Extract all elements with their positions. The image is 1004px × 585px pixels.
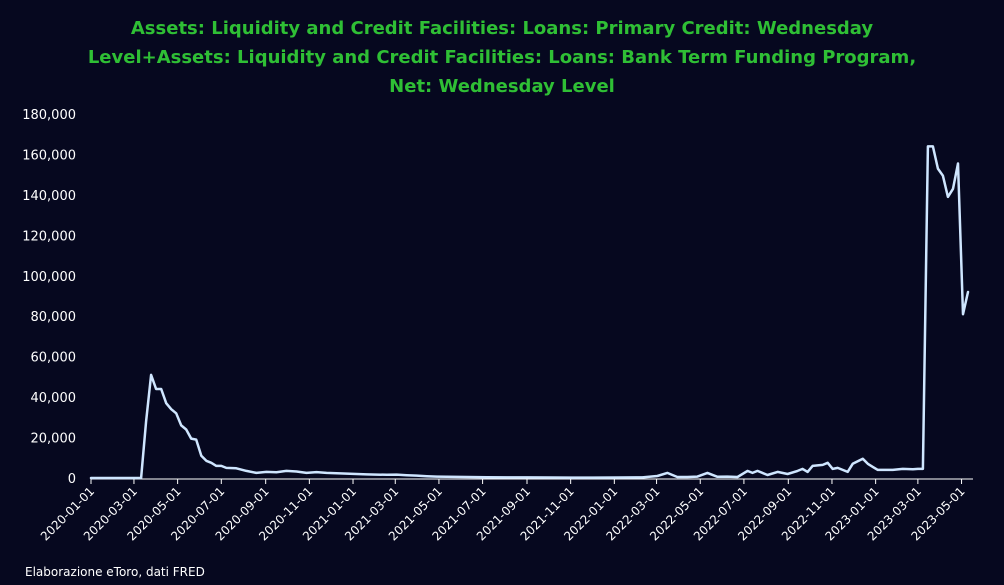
y-axis: 0 20,000 40,000 60,000 80,000 100,000 120,000 1… [22, 108, 76, 487]
chart-title-line: Assets: Liquidity and Credit Facilities:… [130, 18, 874, 39]
y-tick-label: 20,000 [31, 432, 77, 447]
y-tick-label: 100,000 [22, 270, 76, 285]
y-tick-label: 0 [68, 472, 76, 487]
x-axis: 2020-01-012020-03-012020-05-012020-07-01… [38, 478, 973, 543]
chart-title-line: Net: Wednesday Level [389, 76, 615, 97]
y-tick-label: 40,000 [31, 391, 77, 406]
y-tick-label: 80,000 [31, 310, 77, 325]
y-tick-label: 120,000 [22, 229, 76, 244]
source-footer: Elaborazione eToro, dati FRED [25, 565, 205, 579]
y-tick-label: 160,000 [22, 148, 76, 163]
y-tick-label: 180,000 [22, 108, 76, 123]
y-tick-label: 140,000 [22, 189, 76, 204]
chart-title: Assets: Liquidity and Credit Facilities:… [0, 14, 1004, 101]
chart-title-line: Level+Assets: Liquidity and Credit Facil… [87, 47, 917, 68]
series-line [89, 145, 970, 480]
plot-area [89, 145, 970, 480]
y-tick-label: 60,000 [31, 351, 77, 366]
